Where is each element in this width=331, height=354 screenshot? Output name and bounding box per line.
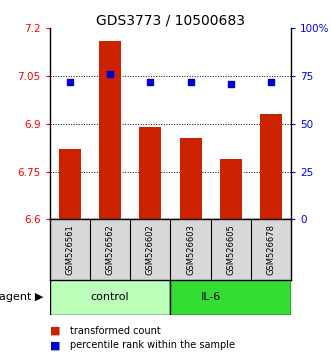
Point [67,79,72,85]
Bar [260,114,282,219]
Text: control: control [91,292,129,302]
Text: GSM526562: GSM526562 [106,224,115,275]
Text: percentile rank within the sample: percentile rank within the sample [70,340,234,350]
Point [268,79,274,85]
Point [188,79,193,85]
Text: IL-6: IL-6 [201,292,221,302]
Point [228,81,234,87]
Text: GSM526603: GSM526603 [186,224,195,275]
Text: agent ▶: agent ▶ [0,292,43,302]
Point [148,79,153,85]
Bar [220,159,242,219]
Text: GSM526602: GSM526602 [146,224,155,275]
Text: ■: ■ [50,326,60,336]
Title: GDS3773 / 10500683: GDS3773 / 10500683 [96,13,245,27]
Point [107,72,113,77]
Bar [179,138,202,219]
Bar [50,280,170,315]
Bar [139,127,162,219]
Bar [59,149,81,219]
Text: GSM526605: GSM526605 [226,224,235,275]
Text: GSM526561: GSM526561 [65,224,74,275]
Bar [99,41,121,219]
Text: GSM526678: GSM526678 [267,224,276,275]
Text: transformed count: transformed count [70,326,160,336]
Text: ■: ■ [50,340,60,350]
Bar [170,280,291,315]
